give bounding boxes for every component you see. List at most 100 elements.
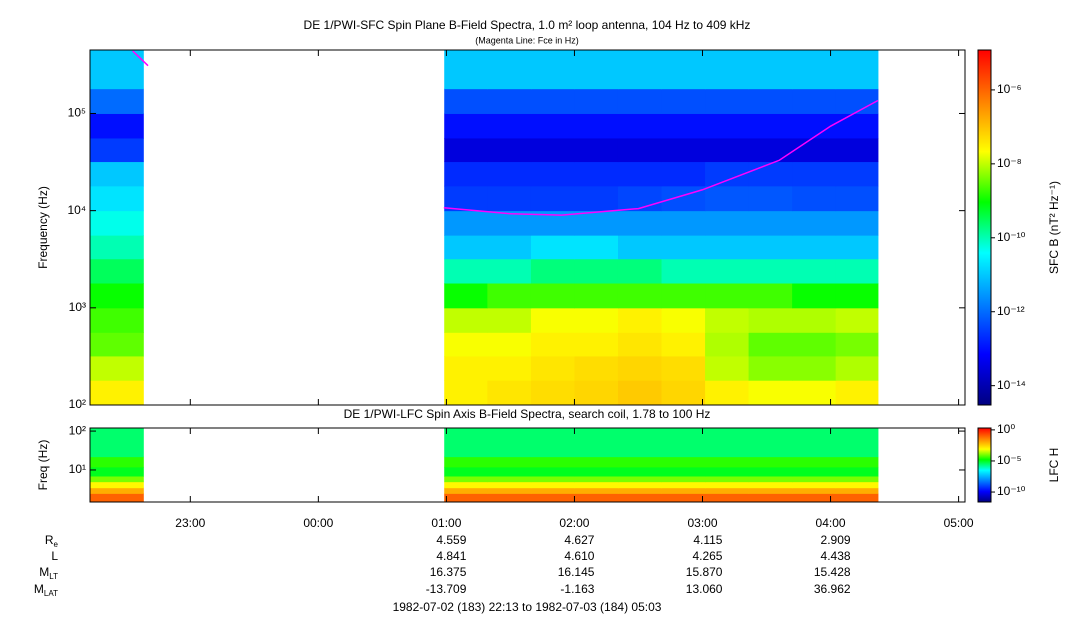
spectrogram-cell: [748, 466, 793, 477]
spectrogram-cell: [835, 235, 879, 260]
spectrogram-cell: [705, 487, 750, 494]
spectrogram-cell: [661, 380, 706, 406]
spectrogram-cell: [487, 161, 532, 187]
spectrogram-cell: [617, 481, 663, 489]
spectrogram-cell: [444, 210, 488, 236]
spectrogram-cell: [90, 475, 144, 483]
spectrogram-cell: [661, 481, 706, 489]
spectrogram-cell: [835, 493, 879, 503]
chart-subtitle: (Magenta Line: Fce in Hz): [475, 35, 579, 45]
spectrogram-cell: [574, 307, 619, 333]
ephemeris-label-main: M: [39, 565, 49, 579]
spectrogram-cell: [530, 481, 575, 489]
spectrogram-cell: [487, 88, 532, 114]
spectrogram-cell: [661, 487, 706, 494]
spectrogram-cell: [574, 487, 619, 494]
spectrogram-cell: [530, 487, 575, 494]
spectrogram-cell: [530, 456, 575, 468]
spectrogram-cell: [748, 88, 793, 114]
spectrogram-cell: [617, 487, 663, 494]
ephemeris-value: 4.627: [564, 533, 594, 547]
spectrogram-cell: [835, 210, 879, 236]
spectrogram-cell: [487, 466, 532, 477]
spectrogram-cell: [90, 210, 144, 236]
spectrogram-cell: [661, 466, 706, 477]
spectrogram-cell: [617, 456, 663, 468]
spectrogram-cell: [487, 487, 532, 494]
spectrogram-cell: [705, 113, 750, 139]
colorbar-tick-label: 10⁻⁶: [997, 82, 1022, 96]
spectrogram-cell: [835, 380, 879, 406]
spectrogram-cell: [90, 258, 144, 284]
spectrogram-cell: [661, 456, 706, 468]
spectrogram-cell: [835, 428, 879, 458]
spectrogram-cell: [792, 210, 837, 236]
spectrogram-cell: [574, 380, 619, 406]
spectrogram-cell: [792, 50, 837, 90]
spectrogram-cell: [444, 235, 488, 260]
spectrogram-cell: [530, 307, 575, 333]
spectrogram-cell: [574, 428, 619, 458]
spectrogram-cell: [574, 475, 619, 483]
spectrogram-cell: [444, 88, 488, 114]
spectrogram-cell: [748, 493, 793, 503]
spectrogram-cell: [835, 355, 879, 381]
spectrogram-cell: [487, 456, 532, 468]
plot-frame: [89, 49, 966, 406]
spectrogram-cell: [574, 185, 619, 212]
spectrogram-cell: [444, 475, 488, 483]
spectrogram-cell: [661, 258, 706, 284]
spectrogram-cell: [574, 332, 619, 357]
spectrogram-cell: [574, 456, 619, 468]
spectrogram-cell: [530, 332, 575, 357]
spectrogram-cell: [748, 210, 793, 236]
spectrogram-cell: [748, 283, 793, 309]
spectrogram-cell: [661, 428, 706, 458]
spectrogram-cell: [530, 428, 575, 458]
spectrogram-cell: [835, 185, 879, 212]
spectrogram-cell: [90, 161, 144, 187]
ephemeris-label: MLT: [39, 565, 58, 581]
spectrogram-cell: [835, 487, 879, 494]
spectrogram-cell: [748, 258, 793, 284]
spectrogram-cell: [617, 185, 663, 212]
y-tick-label: 10⁴: [67, 203, 86, 217]
spectrogram-cell: [792, 235, 837, 260]
spectrogram-cell: [792, 88, 837, 114]
spectrogram-cell: [661, 283, 706, 309]
spectrogram-cell: [90, 466, 144, 477]
spectrogram-cell: [705, 283, 750, 309]
spectrogram-cell: [792, 481, 837, 489]
spectrogram-cell: [705, 235, 750, 260]
ephemeris-value: 16.145: [558, 565, 595, 579]
spectrogram-cell: [90, 283, 144, 309]
ephemeris-value: -1.163: [560, 582, 594, 596]
spectrogram-cell: [530, 185, 575, 212]
ephemeris-value: 4.841: [436, 549, 466, 563]
ephemeris-label: MLAT: [34, 582, 58, 598]
chart-title: DE 1/PWI-SFC Spin Plane B-Field Spectra,…: [304, 18, 751, 32]
spectrogram-cell: [705, 185, 750, 212]
spectrogram-cell: [90, 185, 144, 212]
spectrogram-cell: [835, 113, 879, 139]
ephemeris-label-main: M: [34, 582, 44, 596]
colorbar-tick-label: 10⁻¹⁰: [997, 230, 1026, 244]
spectrogram-cell: [487, 258, 532, 284]
colorbar-tick-label: 10⁻¹⁰: [997, 484, 1026, 498]
spectrogram-cell: [792, 487, 837, 494]
spectrogram-cell: [705, 493, 750, 503]
fce-line: [132, 50, 879, 216]
spectrogram-cell: [444, 258, 488, 284]
spectrogram-cell: [530, 493, 575, 503]
spectrogram-cell: [574, 210, 619, 236]
y-tick-label: 10²: [69, 397, 86, 411]
spectrogram-cell: [835, 475, 879, 483]
y-tick-label: 10¹: [69, 462, 86, 476]
spectrogram-cell: [835, 137, 879, 163]
spectrogram-cell: [661, 210, 706, 236]
spectrogram-cell: [617, 493, 663, 503]
spectrogram-cell: [530, 380, 575, 406]
spectrogram-cell: [444, 487, 488, 494]
spectrogram-cell: [705, 475, 750, 483]
spectrogram-cell: [661, 235, 706, 260]
